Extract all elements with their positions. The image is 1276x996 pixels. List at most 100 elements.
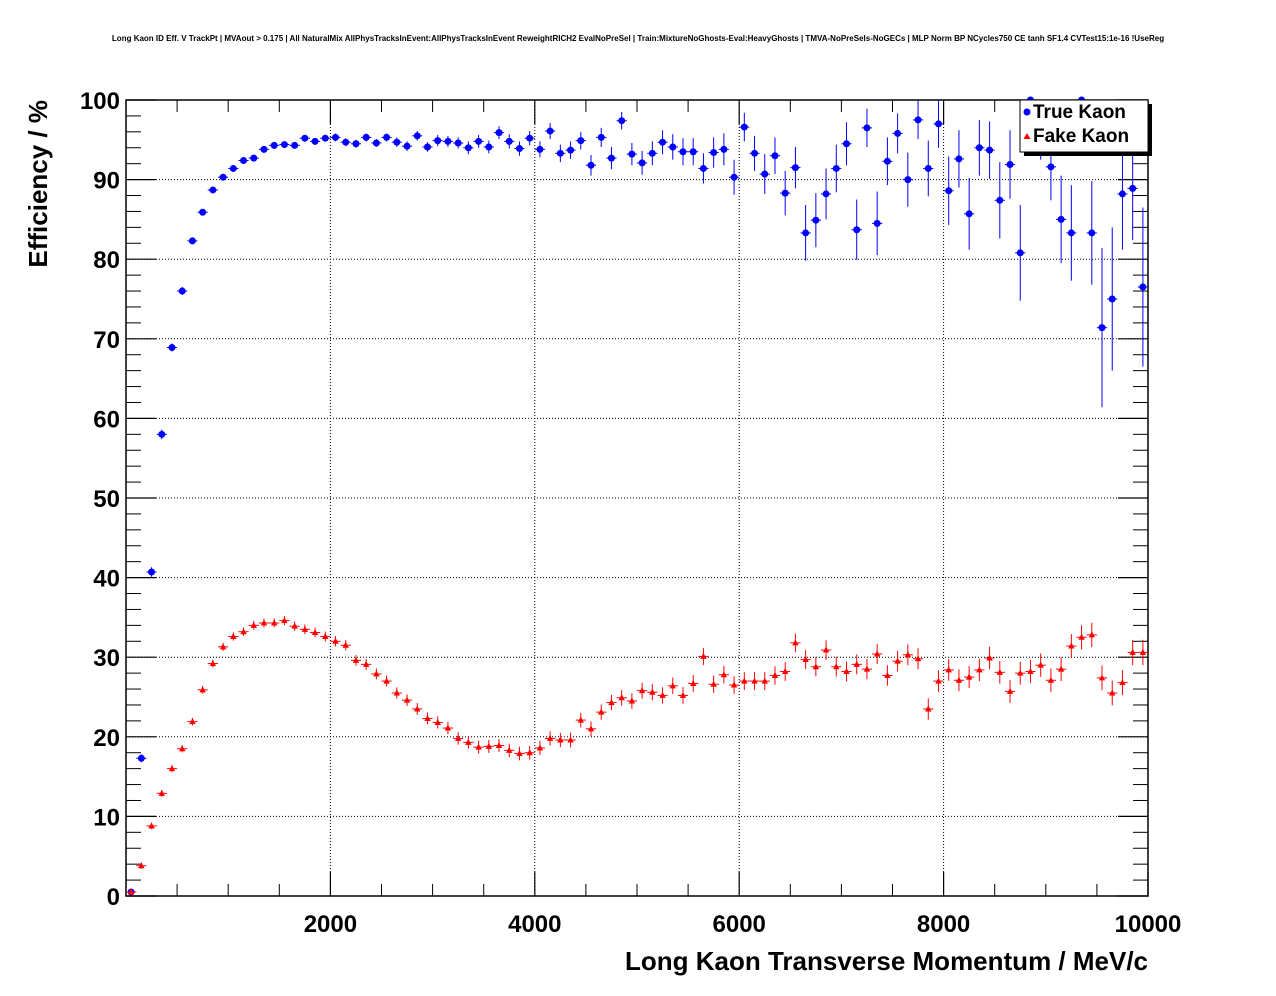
data-point <box>168 765 176 772</box>
data-point <box>1057 665 1065 672</box>
data-point <box>894 657 901 664</box>
y-tick-label: 30 <box>93 645 120 672</box>
data-point <box>904 176 912 184</box>
data-point <box>934 120 942 128</box>
data-point <box>301 134 309 142</box>
data-point <box>219 173 227 181</box>
tick-labels: 0 10 20 30 40 50 60 70 80 90 100 2000 4000 6000 8000 10… <box>80 88 1181 938</box>
data-point <box>240 628 247 635</box>
data-point <box>230 633 237 640</box>
data-point <box>546 734 554 741</box>
data-point <box>352 140 360 148</box>
data-point <box>822 190 830 198</box>
y-tick-label: 0 <box>107 884 120 911</box>
data-point <box>1017 669 1024 676</box>
data-point <box>506 746 513 753</box>
data-point <box>179 745 186 752</box>
data-point <box>761 677 768 684</box>
data-point <box>812 663 820 670</box>
data-point <box>362 660 370 667</box>
data-point <box>883 157 891 165</box>
data-point <box>618 117 626 125</box>
y-tick-label: 50 <box>93 486 120 513</box>
data-point <box>1119 679 1126 686</box>
data-point <box>393 689 401 696</box>
data-point <box>270 141 278 149</box>
data-point <box>996 196 1004 204</box>
data-point <box>608 699 615 706</box>
data-point <box>700 652 707 659</box>
legend-label-true-kaon: True Kaon <box>1033 102 1126 123</box>
series-fake-kaon <box>126 615 1148 896</box>
data-point <box>516 750 523 757</box>
data-point <box>148 568 156 576</box>
data-point <box>495 129 503 137</box>
data-point <box>383 677 390 684</box>
data-point <box>812 216 820 224</box>
data-point <box>802 229 810 237</box>
data-point <box>1139 648 1147 655</box>
x-tick-label: 10000 <box>1115 911 1182 938</box>
data-point <box>628 697 636 704</box>
legend-marker-fake-kaon <box>1023 133 1031 139</box>
data-point <box>1068 642 1075 649</box>
data-point <box>1109 689 1116 696</box>
data-point <box>526 749 533 756</box>
data-point <box>567 146 575 154</box>
data-point <box>577 716 584 723</box>
data-point <box>597 133 605 141</box>
grid-lines <box>126 100 1148 896</box>
data-point <box>1088 229 1096 237</box>
data-point <box>158 430 166 438</box>
x-tick-label: 6000 <box>713 911 766 938</box>
data-point <box>730 173 738 181</box>
data-point <box>1047 676 1055 683</box>
data-point <box>260 619 268 626</box>
data-point <box>1047 163 1055 171</box>
data-point <box>1108 295 1116 303</box>
data-point <box>996 668 1004 675</box>
data-point <box>485 742 493 749</box>
data-point <box>362 133 370 141</box>
data-point <box>178 287 186 295</box>
data-point <box>853 226 861 234</box>
data-point <box>638 687 646 694</box>
y-axis-label: Efficiency / % <box>23 100 53 268</box>
data-point <box>669 143 677 151</box>
data-point <box>679 148 687 156</box>
data-point <box>771 672 779 679</box>
data-point <box>250 154 258 162</box>
data-point <box>699 164 707 172</box>
data-point <box>291 141 299 149</box>
data-point <box>577 137 585 145</box>
data-point <box>965 210 973 218</box>
data-point <box>414 705 421 712</box>
data-point <box>189 718 196 725</box>
data-point <box>546 127 554 135</box>
data-point <box>894 129 902 137</box>
data-point <box>1067 229 1075 237</box>
data-point <box>618 694 625 701</box>
data-point <box>1098 324 1106 332</box>
data-point <box>322 633 329 640</box>
data-point <box>1006 687 1014 694</box>
data-point <box>464 144 472 152</box>
data-point <box>270 619 278 626</box>
data-point <box>986 146 994 154</box>
series-true-kaon <box>126 96 1148 896</box>
data-point <box>976 666 983 673</box>
data-point <box>832 164 840 172</box>
data-point <box>884 672 891 679</box>
data-point <box>342 138 350 146</box>
data-point <box>1006 160 1014 168</box>
data-point <box>199 686 206 693</box>
data-point <box>567 736 574 743</box>
data-point <box>873 219 881 227</box>
y-tick-label: 70 <box>93 327 120 354</box>
data-point <box>454 734 462 741</box>
data-point <box>649 688 656 695</box>
data-point <box>495 742 503 749</box>
data-point <box>219 643 227 650</box>
data-point <box>352 656 360 663</box>
